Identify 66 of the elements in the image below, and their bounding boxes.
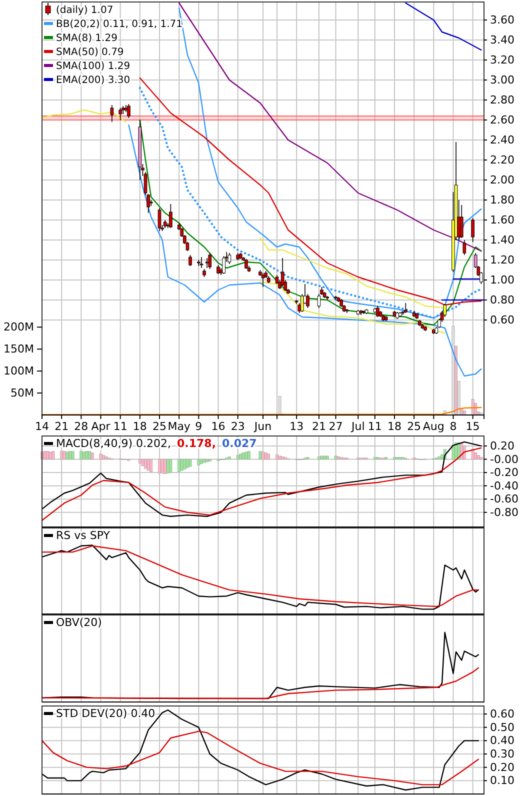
x-tick-label: Jul <box>350 420 365 433</box>
x-tick-label: 14 <box>35 420 49 433</box>
y-tick-label: 3.20 <box>490 54 514 67</box>
y-tick-label: 3.40 <box>490 34 514 47</box>
y-tick-label: 3.60 <box>490 14 514 27</box>
x-tick-label: 9 <box>195 420 202 433</box>
x-tick-label: Apr <box>91 420 111 433</box>
y-tick-label: -0.80 <box>490 506 518 519</box>
legend-label: STD DEV(20) 0.40 <box>56 707 156 720</box>
y-tick-label: 0.80 <box>490 294 514 307</box>
y2-tick-label: 150M <box>4 342 34 356</box>
y-tick-label: 3.00 <box>490 74 514 87</box>
x-tick-label: 27 <box>328 420 343 433</box>
legend-label: OBV(20) <box>56 616 102 629</box>
y-tick-label: 1.20 <box>490 254 514 267</box>
x-tick-label: 11 <box>368 420 382 433</box>
x-tick-label: 21 <box>312 420 326 433</box>
x-tick-label: 21 <box>54 420 69 433</box>
x-tick-label: 25 <box>407 420 422 433</box>
y-tick-label: 0.50 <box>490 720 514 734</box>
y-tick-label: 2.00 <box>490 174 514 187</box>
y-tick-label: 0.30 <box>490 748 514 761</box>
x-tick-label: May <box>168 420 191 433</box>
chart-title: (daily) 1.07 <box>56 5 114 16</box>
legend-label: MACD(8,40,9) 0.202, <box>56 437 172 450</box>
x-tick-label: 18 <box>132 420 147 433</box>
y-tick-label: 0.10 <box>490 774 514 788</box>
y-tick-label: 0.60 <box>490 314 514 327</box>
y-tick-label: 2.60 <box>490 114 514 127</box>
y-tick-label: -0.60 <box>490 492 518 506</box>
y-tick-label: 1.40 <box>490 234 514 247</box>
x-tick-label: 28 <box>74 420 88 433</box>
y-tick-label: -0.40 <box>490 479 518 492</box>
legend-label: EMA(200) 3.30 <box>56 75 130 86</box>
series-label: 0.027 <box>222 437 257 450</box>
y-tick-label: 0.40 <box>490 734 514 748</box>
legend-label: SMA(50) 0.79 <box>56 47 124 58</box>
x-tick-label: Jun <box>253 420 272 433</box>
y2-tick-label: 50M <box>10 386 34 400</box>
y2-tick-label: 100M <box>4 364 34 378</box>
y-tick-label: 0.20 <box>490 760 514 774</box>
y-tick-label: 2.80 <box>490 94 514 107</box>
y-tick-label: 2.40 <box>490 134 514 147</box>
x-tick-label: 25 <box>152 420 166 433</box>
y-tick-label: 1.60 <box>490 214 514 227</box>
y-tick-label: 0.20 <box>490 439 514 452</box>
x-tick-label: 15 <box>466 420 480 433</box>
x-tick-label: 11 <box>113 420 128 433</box>
legend-label: RS vs SPY <box>56 529 110 542</box>
legend-label: SMA(8) 1.29 <box>56 33 118 44</box>
text: 0.178, <box>177 437 216 450</box>
y-tick-label: 1.80 <box>490 194 514 207</box>
legend-label: SMA(100) 1.29 <box>56 61 130 72</box>
x-tick-label: 8 <box>450 420 457 433</box>
x-tick-label: 13 <box>290 420 304 433</box>
y-tick-label: -0.20 <box>490 466 518 480</box>
legend-label: BB(20,2) 0.11, 0.91, 1.71 <box>56 19 182 30</box>
y-tick-label: 1.00 <box>490 274 514 287</box>
y-tick-label: 0.60 <box>490 708 514 721</box>
y-tick-label: -0.00 <box>490 452 518 466</box>
y2-tick-label: 200M <box>4 320 34 334</box>
x-tick-label: 23 <box>230 420 245 433</box>
y-tick-label: 2.20 <box>490 154 514 167</box>
x-tick-label: Aug <box>422 420 444 433</box>
x-tick-label: 18 <box>387 420 402 433</box>
x-tick-label: 16 <box>211 420 226 433</box>
